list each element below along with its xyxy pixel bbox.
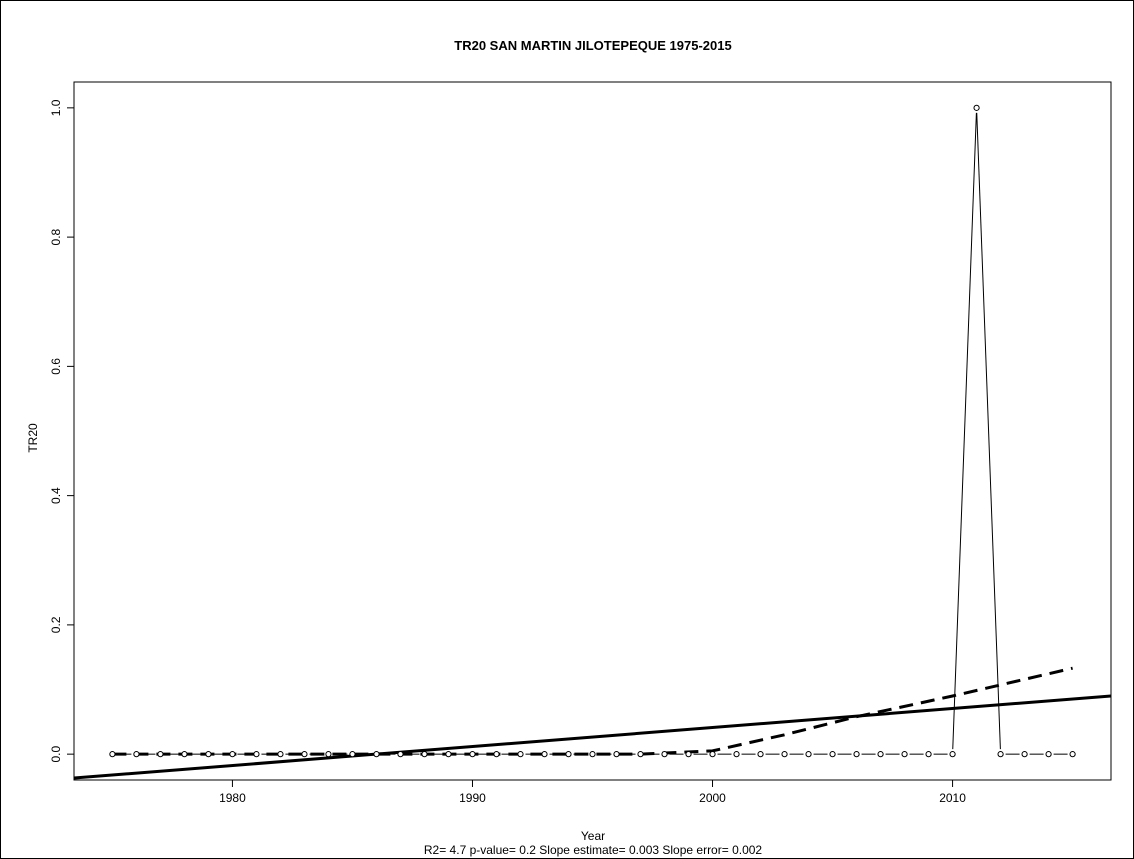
data-point xyxy=(517,751,524,758)
data-point xyxy=(829,751,836,758)
data-point xyxy=(349,751,356,758)
data-point xyxy=(877,751,884,758)
data-point xyxy=(901,751,908,758)
data-point xyxy=(445,751,452,758)
data-point xyxy=(157,751,164,758)
x-axis-label: Year xyxy=(581,829,605,843)
x-tick-label: 1980 xyxy=(219,791,246,805)
linear-trend-line xyxy=(74,694,1111,780)
data-point xyxy=(493,751,500,758)
data-point xyxy=(1069,751,1076,758)
x-tick-label: 2010 xyxy=(939,791,966,805)
y-tick-label: 0.0 xyxy=(49,745,63,762)
chart-subtitle: R2= 4.7 p-value= 0.2 Slope estimate= 0.0… xyxy=(424,843,763,857)
data-point xyxy=(757,751,764,758)
y-tick-label: 1.0 xyxy=(49,99,63,116)
data-point xyxy=(109,751,116,758)
data-point xyxy=(613,751,620,758)
data-point xyxy=(949,751,956,758)
data-point xyxy=(781,751,788,758)
data-point xyxy=(661,751,668,758)
data-point xyxy=(541,751,548,758)
data-point xyxy=(1045,751,1052,758)
data-point xyxy=(277,751,284,758)
x-axis: 1980 1990 2000 2010 xyxy=(219,780,966,805)
plot-box xyxy=(73,81,1112,781)
y-tick-label: 0.2 xyxy=(49,616,63,633)
data-point xyxy=(925,751,932,758)
y-axis-label: TR20 xyxy=(26,423,40,453)
data-point xyxy=(301,751,308,758)
data-point xyxy=(373,751,380,758)
data-point xyxy=(637,751,644,758)
data-point xyxy=(229,751,236,758)
y-tick-label: 0.4 xyxy=(49,487,63,504)
x-tick-label: 2000 xyxy=(699,791,726,805)
data-point xyxy=(133,751,140,758)
data-point xyxy=(709,751,716,758)
data-point xyxy=(685,751,692,758)
data-point xyxy=(565,751,572,758)
x-tick-label: 1990 xyxy=(459,791,486,805)
observed-segment xyxy=(976,112,1001,750)
y-tick-label: 0.8 xyxy=(49,228,63,245)
observed-segment xyxy=(952,112,977,750)
data-point xyxy=(589,751,596,758)
data-point xyxy=(1021,751,1028,758)
data-point xyxy=(733,751,740,758)
data-point xyxy=(973,104,980,111)
chart-title: TR20 SAN MARTIN JILOTEPEQUE 1975-2015 xyxy=(454,38,731,53)
data-point xyxy=(805,751,812,758)
data-point xyxy=(325,751,332,758)
series-layer xyxy=(74,104,1111,780)
y-tick-label: 0.6 xyxy=(49,358,63,375)
data-point xyxy=(205,751,212,758)
data-point xyxy=(421,751,428,758)
data-point xyxy=(469,751,476,758)
data-point xyxy=(397,751,404,758)
data-point xyxy=(853,751,860,758)
y-axis: 0.0 0.2 0.4 0.6 0.8 1.0 xyxy=(49,99,74,762)
data-point xyxy=(181,751,188,758)
data-point xyxy=(253,751,260,758)
data-point xyxy=(997,751,1004,758)
